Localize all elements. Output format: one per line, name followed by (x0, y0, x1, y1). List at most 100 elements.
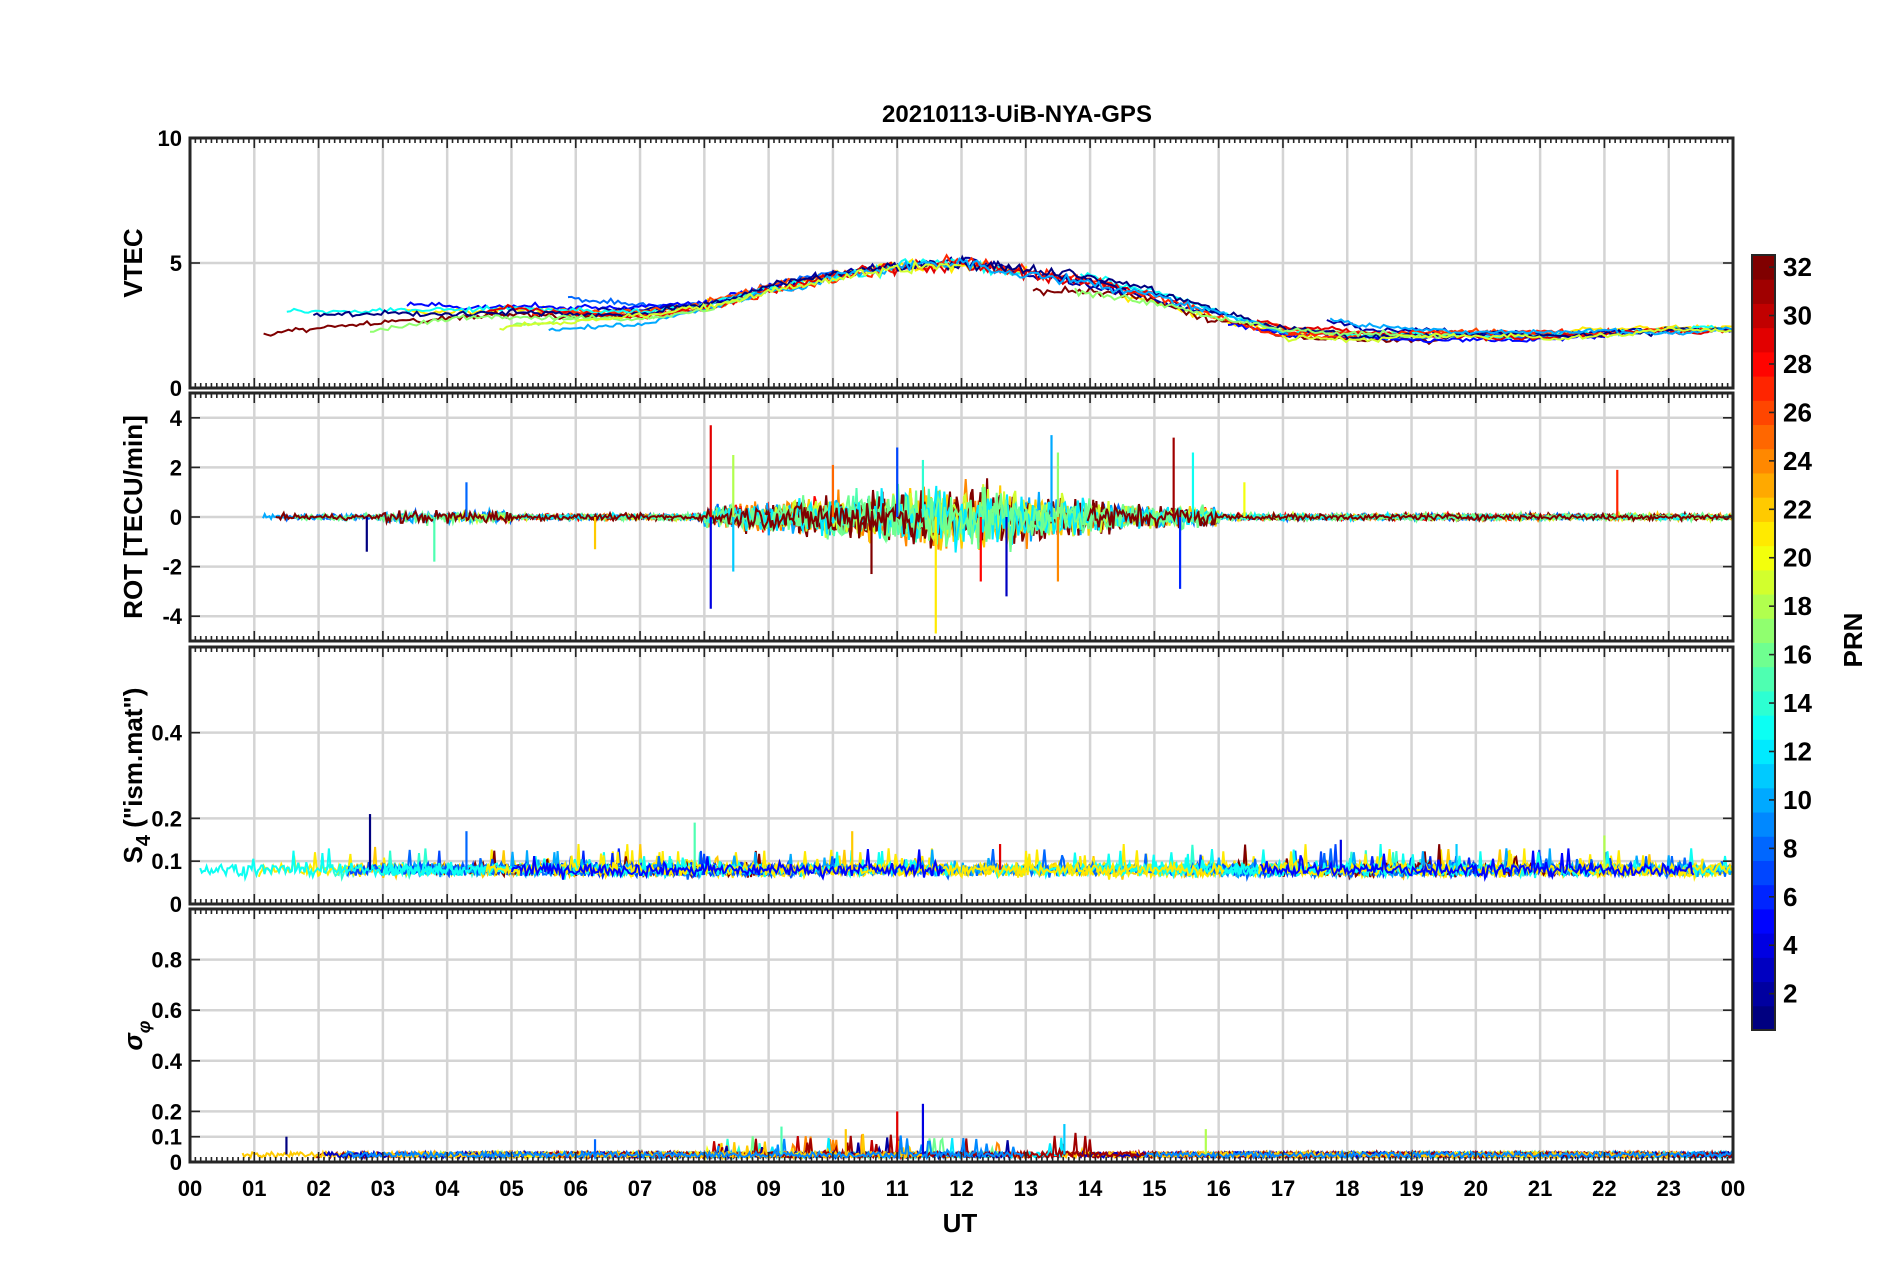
colorbar-tick-label: 28 (1783, 349, 1812, 379)
colorbar-segment (1752, 739, 1775, 765)
x-tick-label: 14 (1078, 1176, 1103, 1201)
colorbar-tick-label: 30 (1783, 301, 1812, 331)
satellite-track (341, 1135, 1024, 1161)
x-tick-label: 01 (242, 1176, 266, 1201)
y-tick-label: 0.2 (151, 806, 182, 831)
panel-sigma_phi: 00.10.2 0.4 0.6 0.8 σφ (118, 907, 1735, 1175)
x-tick-label: 21 (1528, 1176, 1552, 1201)
satellite-track (510, 849, 946, 881)
colorbar-segment (1752, 666, 1775, 692)
y-tick-label: -2 (162, 555, 182, 580)
tick-marks (189, 909, 1734, 1163)
y-tick-labels: -4 -2 0 2 4 (162, 406, 182, 629)
x-tick-label: 04 (435, 1176, 460, 1201)
x-tick-label: 16 (1206, 1176, 1230, 1201)
colorbar-segment (1752, 836, 1775, 861)
x-tick-label: 05 (499, 1176, 523, 1201)
colorbar-tick-label: 4 (1783, 930, 1798, 960)
x-tick-label: 00 (178, 1176, 202, 1201)
colorbar-tick-label: 18 (1783, 591, 1812, 621)
satellite-track (312, 254, 1127, 319)
panel-vtec: 0 5 10 VTEC (118, 126, 1735, 401)
satellite-track (1143, 1149, 1733, 1161)
x-tick-label: 19 (1399, 1176, 1423, 1201)
x-tick-label: 23 (1656, 1176, 1680, 1201)
colorbar-segment (1752, 812, 1775, 837)
panel-s4: 0 0.1 0.2 0.4S4 ("ism.mat") (118, 645, 1735, 917)
satellite-track (199, 848, 956, 883)
series-vtec (263, 253, 1733, 346)
x-tick-label: 03 (371, 1176, 395, 1201)
satellite-track (993, 843, 1733, 880)
colorbar-segment (1752, 957, 1775, 983)
colorbar-segment (1752, 787, 1775, 813)
colorbar-segment (1752, 521, 1775, 547)
colorbar-segment (1752, 933, 1775, 958)
y-tick-label: 2 (170, 455, 182, 480)
colorbar-tick-label: 16 (1783, 640, 1812, 670)
satellite-track (275, 501, 928, 545)
satellite-track (1329, 317, 1733, 337)
colorbar-segment (1752, 569, 1775, 595)
x-axis: 00 01 02 03 04 05 06 07 08 09 10 11 12 13 14 15 16 17 18 19… (178, 1176, 1745, 1201)
y-axis-label: S4 ("ism.mat") (118, 688, 155, 864)
colorbar-segment (1752, 618, 1775, 643)
x-axis-label: UT (943, 1208, 978, 1238)
y-tick-label: 0.6 (151, 998, 182, 1023)
panel-rot: -4 -2 0 2 4 ROT [TECU/min] (118, 391, 1735, 643)
y-tick-label: 0 (170, 376, 182, 401)
colorbar-tick-label: 8 (1783, 833, 1797, 863)
grid-sigma_phi (190, 909, 1733, 1164)
y-tick-label: 0.2 (151, 1099, 182, 1124)
y-tick-label: 0.4 (151, 1049, 182, 1074)
satellite-track (1086, 502, 1733, 529)
colorbar-frame (1751, 254, 1776, 1031)
y-tick-label: -4 (162, 604, 182, 629)
y-tick-labels: 00.10.2 0.4 0.6 0.8 (151, 948, 182, 1175)
colorbar-tick-label: 12 (1783, 736, 1812, 766)
y-tick-label: 5 (170, 251, 182, 276)
colorbar-segment (1752, 1005, 1775, 1031)
colorbar-tick-label: 6 (1783, 882, 1797, 912)
y-tick-labels: 0 0.1 0.2 0.4 (151, 721, 182, 917)
satellite-track (1074, 287, 1455, 340)
colorbar-segment (1752, 908, 1775, 934)
tick-marks (189, 393, 1734, 641)
colorbar-tick-label: 14 (1783, 688, 1812, 718)
x-tick-label: 10 (821, 1176, 845, 1201)
colorbar-segment (1752, 690, 1775, 716)
x-tick-label: 13 (1014, 1176, 1038, 1201)
x-tick-label: 17 (1271, 1176, 1295, 1201)
colorbar-tick-label: 20 (1783, 543, 1812, 573)
colorbar-segment (1752, 255, 1775, 280)
x-tick-label: 18 (1335, 1176, 1359, 1201)
y-tick-label: 0 (170, 505, 182, 530)
y-axis-label: VTEC (118, 228, 148, 298)
tick-marks (189, 647, 1734, 905)
series-s4 (199, 814, 1733, 883)
colorbar-segment (1752, 594, 1775, 619)
colorbar-tick-label: 32 (1783, 252, 1812, 282)
y-tick-label: 4 (170, 406, 183, 431)
colorbar-tick-label: 22 (1783, 494, 1812, 524)
colorbar-segment (1752, 981, 1775, 1007)
colorbar-tick-label: 2 (1783, 979, 1797, 1009)
y-tick-label: 10 (158, 126, 182, 151)
x-tick-label: 09 (756, 1176, 780, 1201)
y-tick-label: 0.1 (151, 849, 182, 874)
series-rot (262, 425, 1733, 634)
x-tick-label: 11 (886, 1176, 909, 1201)
colorbar-tick-label: 24 (1783, 446, 1812, 476)
colorbar-segment (1752, 351, 1775, 377)
colorbar-label: PRN (1838, 613, 1868, 668)
colorbar-segment (1752, 376, 1775, 401)
y-axis-label: σφ (118, 1020, 154, 1050)
colorbar-segment (1752, 279, 1775, 304)
colorbar-segment (1752, 763, 1775, 789)
y-tick-labels: 0 5 10 (158, 126, 182, 401)
satellite-track (369, 292, 751, 333)
colorbar-segment (1752, 884, 1775, 910)
y-tick-label: 0 (170, 1150, 182, 1175)
